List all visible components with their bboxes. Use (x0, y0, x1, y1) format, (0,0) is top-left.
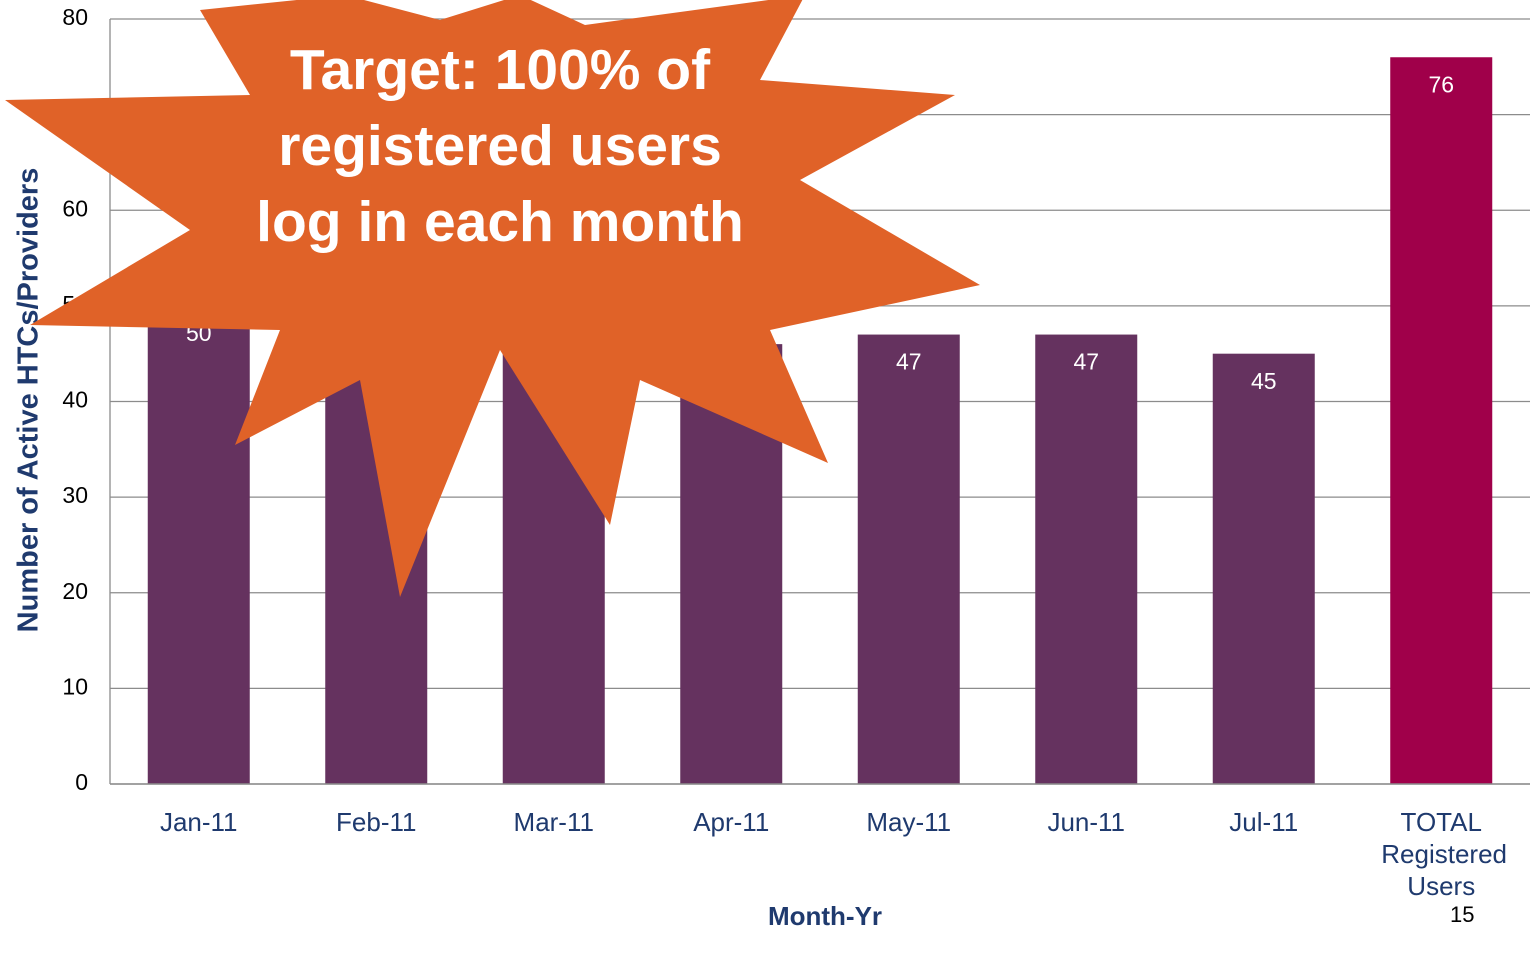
y-tick-label: 40 (62, 387, 88, 413)
value-label: 45 (1251, 368, 1277, 394)
x-tick-label: May-11 (866, 807, 952, 837)
value-label: 47 (896, 349, 922, 375)
page-number: 15 (1450, 902, 1475, 927)
x-tick-label: Feb-11 (336, 807, 417, 837)
y-tick-label: 30 (62, 482, 88, 508)
x-tick-label: Apr-11 (693, 807, 770, 837)
annotation-text: Target: 100% of registered users log in … (256, 38, 744, 254)
value-label: 76 (1428, 71, 1454, 97)
x-tick-label: Mar-11 (513, 807, 594, 837)
annotation-starburst (5, 0, 980, 597)
x-tick-label: Jul-11 (1229, 807, 1299, 837)
x-tick-label: TOTAL Registered Users (1381, 807, 1507, 901)
y-tick-label: 60 (62, 195, 88, 221)
y-axis-label: Number of Active HTCs/Providers (13, 168, 45, 633)
y-tick-label: 0 (75, 769, 88, 795)
y-tick-label: 10 (62, 673, 88, 699)
x-tick-label: Jun-11 (1047, 807, 1126, 837)
y-tick-label: 80 (62, 4, 88, 30)
bar (147, 305, 250, 784)
bar (1035, 334, 1138, 784)
bar (857, 334, 960, 784)
value-label: 47 (1073, 349, 1099, 375)
x-tick-label: Jan-11 (159, 807, 238, 837)
bar (1212, 353, 1315, 784)
x-axis-label: Month-Yr (767, 901, 883, 931)
bar (1390, 57, 1493, 784)
y-tick-label: 20 (62, 578, 88, 604)
